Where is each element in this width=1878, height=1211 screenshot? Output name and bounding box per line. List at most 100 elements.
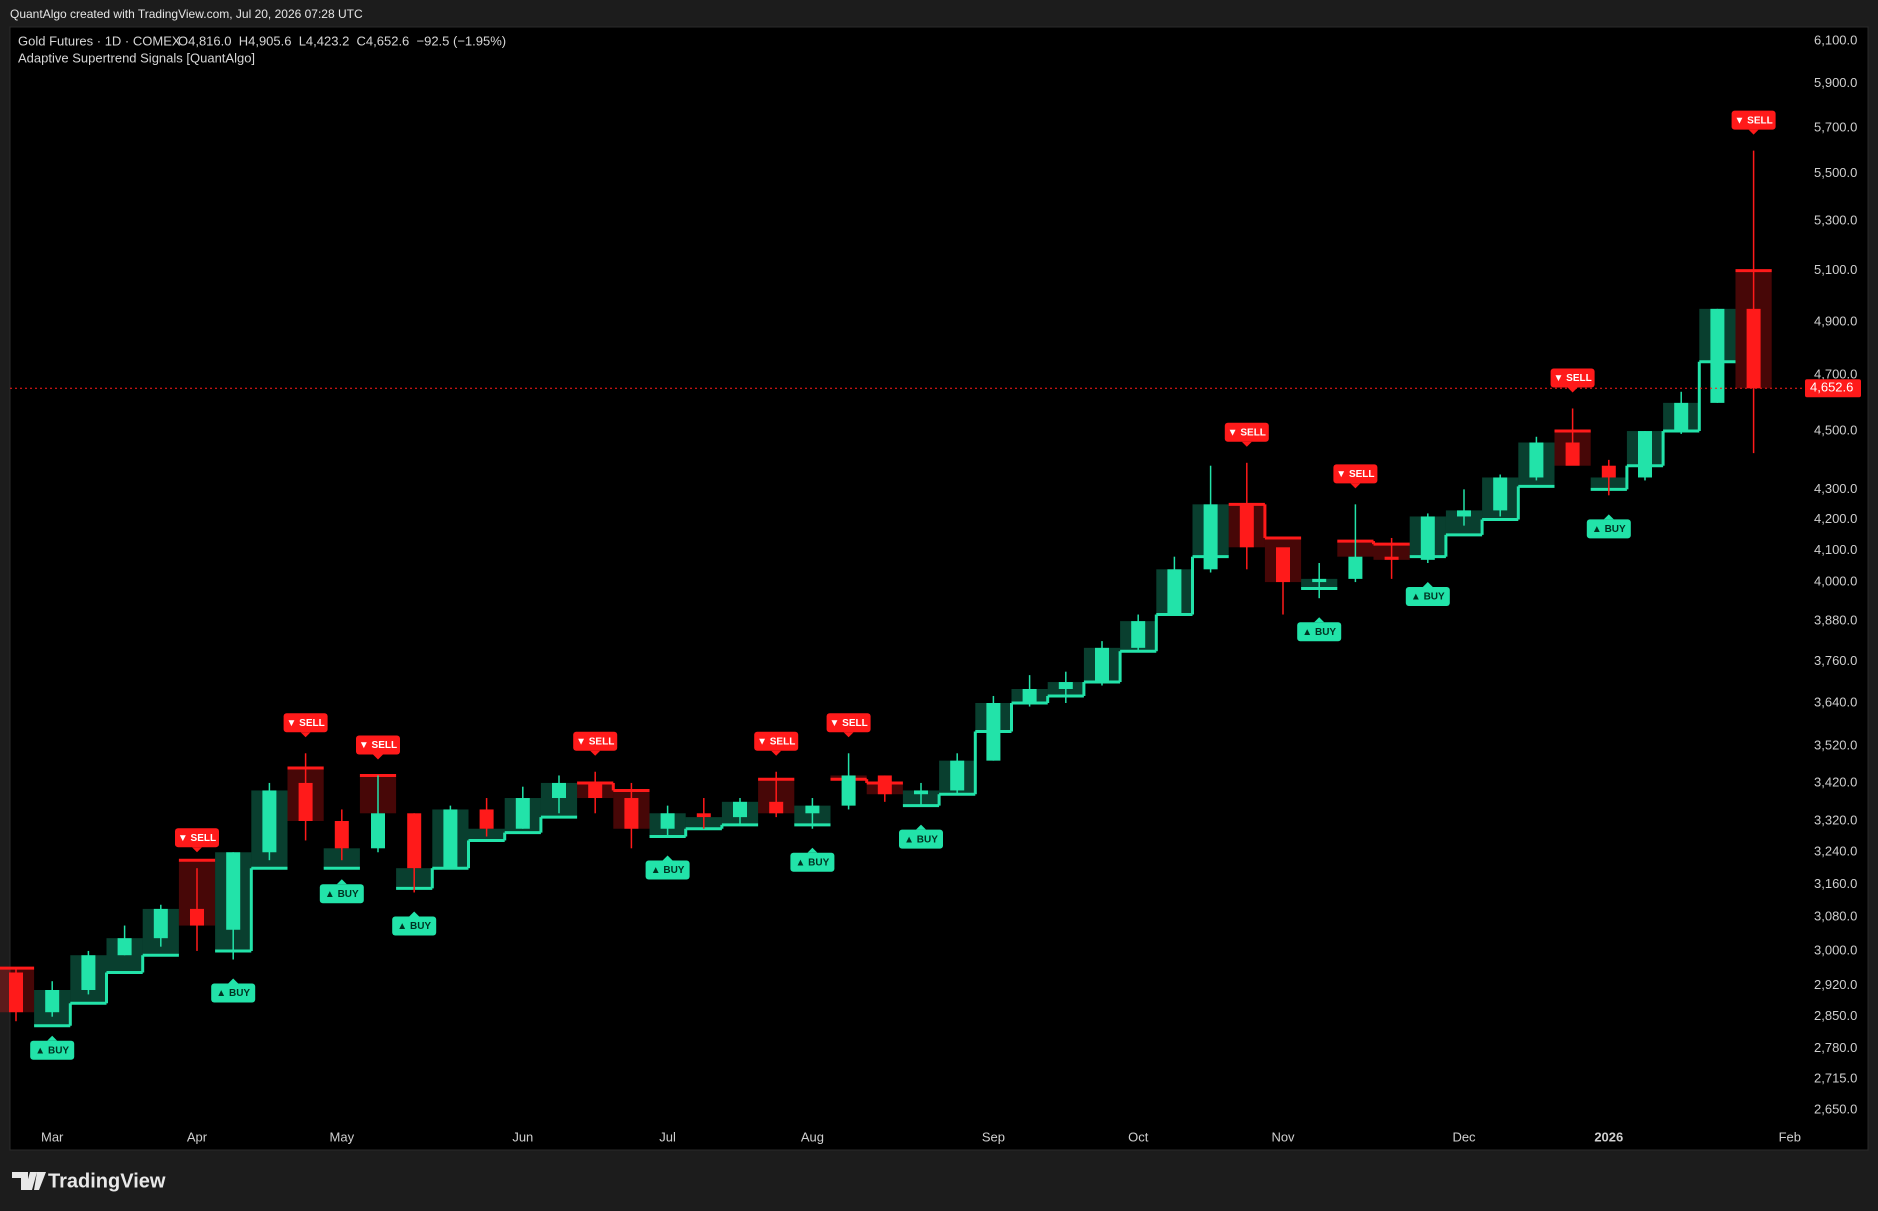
signal-label: ▲ BUY: [35, 1045, 69, 1056]
y-tick-label: 4,900.0: [1814, 313, 1857, 328]
signal-pointer: [662, 855, 673, 861]
signal: ▲ BUY: [790, 847, 835, 872]
candle-body: [733, 801, 747, 818]
candle-body: [1710, 308, 1725, 403]
y-tick-label: 3,880.0: [1814, 613, 1857, 628]
signal-box: [826, 713, 871, 733]
signal-label: ▼ SELL: [286, 718, 324, 729]
signal-box: [1550, 368, 1595, 388]
y-tick-label: 2,780.0: [1814, 1040, 1857, 1055]
candle-body: [81, 955, 96, 990]
x-tick-label: Feb: [1779, 1129, 1801, 1144]
candle-body: [660, 813, 675, 829]
ohlc-legend: O4,816.0 H4,905.6 L4,423.2 C4,652.6 −92.…: [178, 33, 506, 48]
signal-box: [1333, 464, 1378, 484]
last-price-box: [1805, 379, 1861, 398]
signal-box: [211, 983, 256, 1003]
signal: ▲ BUY: [30, 1035, 75, 1060]
credit: QuantAlgo created with TradingView.com, …: [10, 7, 363, 21]
signal: ▼ SELL: [356, 735, 400, 760]
signal-pointer: [373, 754, 383, 760]
y-tick-label: 5,300.0: [1814, 213, 1857, 228]
signal-label: ▲ BUY: [1592, 524, 1626, 535]
brand: TradingView: [48, 1170, 166, 1192]
y-tick-label: 4,000.0: [1814, 574, 1857, 589]
signal: ▼ SELL: [1224, 422, 1269, 447]
signal-label: ▲ BUY: [904, 834, 938, 845]
signal: ▼ SELL: [1731, 110, 1776, 135]
y-tick-label: 3,000.0: [1814, 942, 1857, 957]
candle-body: [950, 760, 965, 791]
candle-body: [1312, 578, 1327, 583]
signal-pointer: [1314, 617, 1325, 623]
candle-body: [1095, 647, 1109, 683]
signal-box: [356, 735, 400, 755]
y-tick-label: 3,520.0: [1814, 737, 1857, 752]
signal-label: ▼ SELL: [359, 740, 397, 751]
candle-body: [1493, 477, 1508, 511]
x-tick-label: Jun: [512, 1129, 533, 1144]
candle-body: [1565, 442, 1580, 466]
candle-body: [1384, 556, 1399, 560]
signal-label: ▼ SELL: [757, 736, 795, 747]
signal-pointer: [771, 750, 782, 756]
candle-body: [9, 972, 23, 1013]
signal-label: ▲ BUY: [397, 921, 431, 932]
signal-box: [392, 916, 437, 936]
x-tick-label: Jul: [659, 1129, 676, 1144]
y-tick-label: 4,700.0: [1814, 367, 1857, 382]
y-tick-label: 6,100.0: [1814, 32, 1857, 47]
candle-body: [1276, 547, 1290, 583]
candle-body: [1348, 556, 1363, 579]
signal-box: [1224, 422, 1269, 442]
signal: ▼ SELL: [573, 731, 618, 756]
symbol-title: Gold Futures · 1D · COMEX: [18, 33, 181, 48]
signal-box: [754, 731, 799, 751]
signal-box: [1731, 110, 1776, 130]
signal-label: ▲ BUY: [216, 988, 250, 999]
candle-body: [841, 775, 856, 806]
x-tick-label: Mar: [41, 1129, 64, 1144]
signal-label: ▼ SELL: [576, 736, 614, 747]
signal-box: [1405, 586, 1450, 606]
candle-body: [1601, 465, 1616, 478]
candle-body: [1058, 682, 1073, 689]
y-tick-label: 4,200.0: [1814, 511, 1857, 526]
candle-body: [1131, 621, 1146, 648]
y-tick-label: 3,640.0: [1814, 694, 1857, 709]
candle-body: [914, 790, 928, 795]
signal-pointer: [192, 847, 202, 853]
signal: ▲ BUY: [211, 978, 256, 1003]
signal-label: ▲ BUY: [325, 889, 359, 900]
candle-body: [1167, 569, 1182, 615]
signal-box: [1297, 622, 1342, 642]
y-tick-label: 2,715.0: [1814, 1070, 1857, 1085]
y-tick-label: 4,300.0: [1814, 481, 1857, 496]
candle-body: [334, 820, 349, 849]
candle-body: [805, 805, 820, 814]
y-tick-label: 5,900.0: [1814, 75, 1857, 90]
logo-mark: [12, 1172, 46, 1190]
candle-body: [1203, 504, 1218, 570]
signal: ▲ BUY: [899, 824, 943, 849]
signal: ▼ SELL: [1333, 464, 1378, 489]
candle-body: [45, 989, 60, 1013]
signal-pointer: [590, 750, 601, 756]
candle-body: [371, 813, 385, 849]
candle-body: [1420, 516, 1435, 560]
signal-box: [30, 1040, 75, 1060]
signal-pointer: [409, 911, 420, 917]
signal-box: [319, 884, 364, 904]
candle-body: [1022, 688, 1037, 704]
signal-pointer: [300, 732, 311, 738]
signal-box: [1586, 519, 1631, 539]
signal-label: ▲ BUY: [796, 857, 830, 868]
candle-body: [588, 782, 603, 799]
candle-body: [190, 908, 204, 926]
candle-body: [226, 852, 241, 930]
y-tick-label: 2,850.0: [1814, 1008, 1857, 1023]
signal-box: [645, 860, 690, 880]
candle-body: [1529, 442, 1544, 478]
candle-body: [769, 801, 784, 814]
